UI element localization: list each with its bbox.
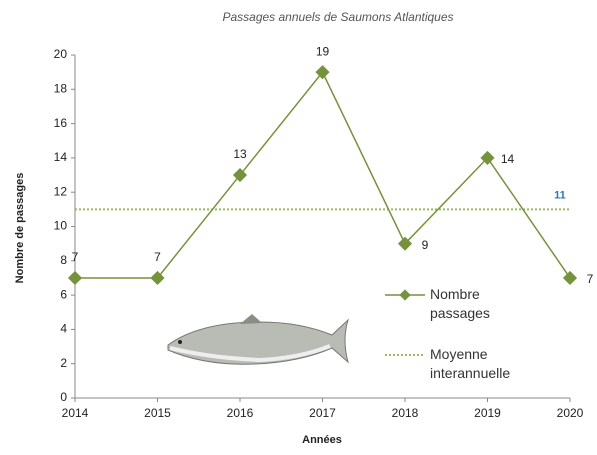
data-label: 14 [501, 152, 515, 166]
legend-swatch [385, 289, 425, 301]
data-label: 13 [233, 147, 247, 161]
y-tick-label: 10 [54, 219, 68, 233]
y-tick-label: 6 [60, 287, 67, 301]
point [397, 236, 413, 251]
legend-item: Nombre passages [385, 285, 585, 323]
point [315, 65, 330, 80]
point [562, 270, 578, 286]
x-tick-label: 2018 [392, 406, 419, 420]
data-label: 7 [154, 250, 161, 264]
y-tick-label: 0 [60, 390, 67, 404]
data-label: 7 [587, 272, 594, 286]
y-tick-label: 18 [54, 81, 68, 95]
chart-title: Passages annuels de Saumons Atlantiques [222, 10, 453, 24]
y-tick-label: 4 [60, 322, 67, 336]
y-tick-label: 2 [60, 356, 67, 370]
x-tick-label: 2016 [227, 406, 254, 420]
legend-swatch [385, 354, 425, 356]
legend-label: Moyenne interannuelle [430, 346, 511, 381]
x-tick-label: 2020 [557, 406, 584, 420]
y-axis-label: Nombre de passages [14, 173, 26, 284]
data-label: 9 [422, 238, 429, 252]
x-tick-label: 2019 [474, 406, 501, 420]
x-tick-label: 2015 [144, 406, 171, 420]
y-tick-label: 8 [60, 253, 67, 267]
point [480, 150, 495, 165]
legend: Nombre passages Moyenne interannuelle [385, 285, 585, 405]
y-tick-label: 12 [54, 184, 68, 198]
series-line [75, 70, 571, 279]
y-tick-label: 16 [54, 116, 68, 130]
x-tick-label: 2014 [62, 406, 89, 420]
data-label: 7 [72, 250, 79, 264]
data-label: 19 [316, 44, 330, 58]
fish [167, 314, 350, 365]
legend-label: Nombre passages [430, 286, 490, 321]
point [150, 270, 165, 286]
x-axis-label: Années [302, 434, 342, 446]
reference-label: 11 [554, 189, 566, 201]
legend-item: Moyenne interannuelle [385, 345, 585, 383]
point [232, 167, 248, 183]
y-tick-label: 20 [54, 47, 68, 61]
point [67, 270, 83, 286]
x-tick-label: 2017 [309, 406, 336, 420]
y-tick-label: 14 [54, 150, 68, 164]
